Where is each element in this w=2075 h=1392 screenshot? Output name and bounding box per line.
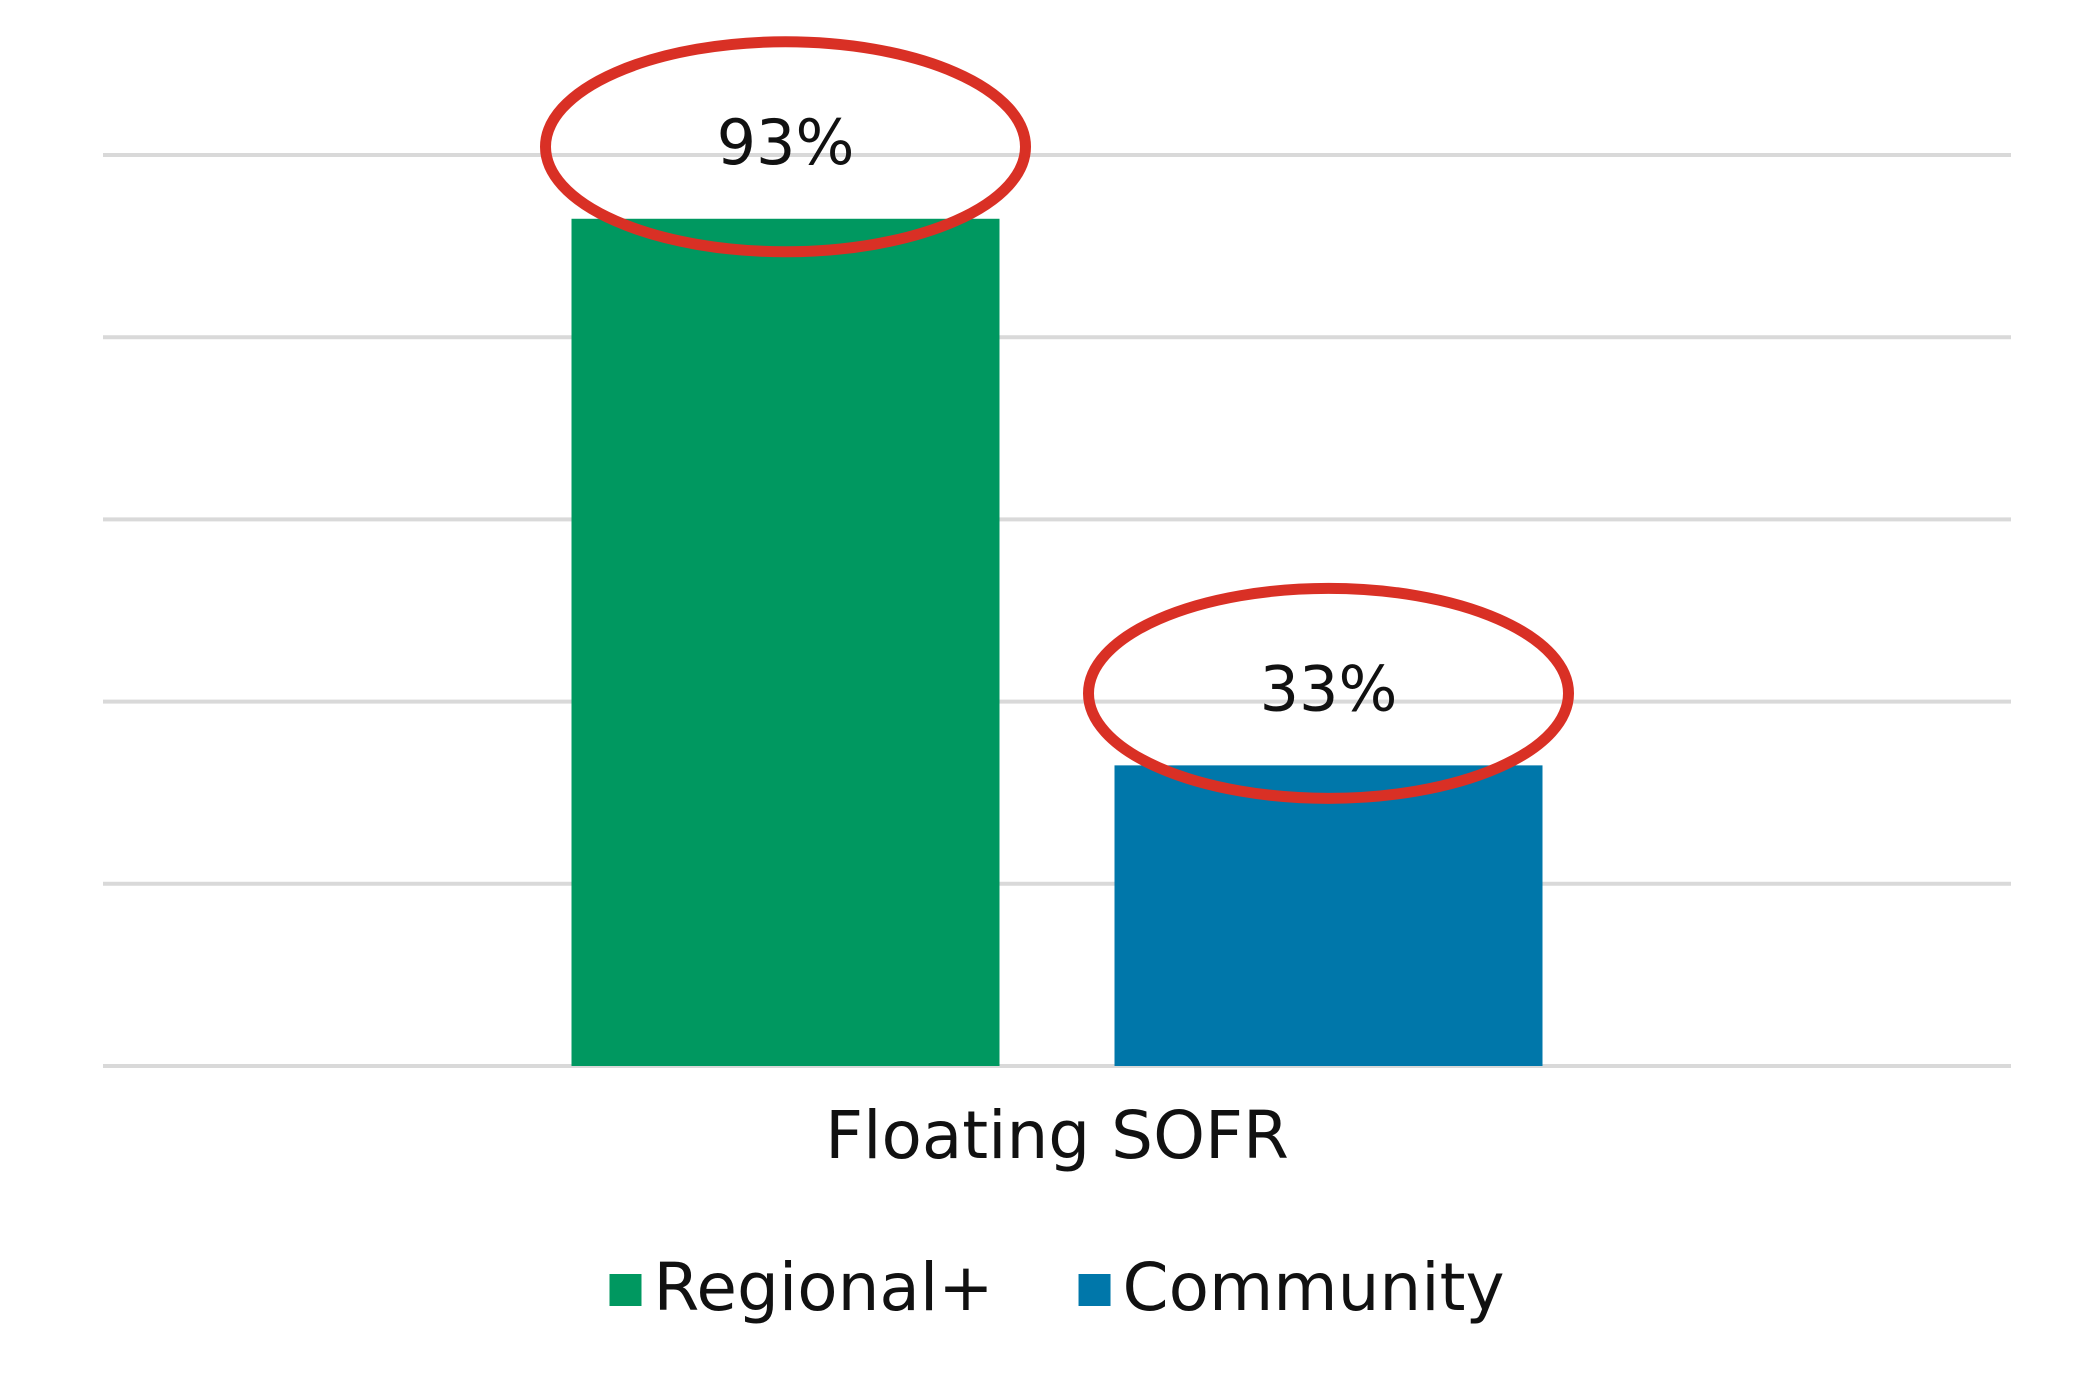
x-tick-label: Floating SOFR [825, 1097, 1289, 1174]
legend-swatch [1078, 1274, 1111, 1306]
highlight-ellipse [1083, 582, 1574, 804]
legend-label: Community [1123, 1249, 1505, 1326]
data-label: 93% [717, 106, 855, 179]
bar [1114, 765, 1543, 1066]
highlight-ellipse [540, 36, 1031, 258]
data-label: 33% [1260, 652, 1398, 725]
legend-swatch [609, 1274, 642, 1306]
legend: Regional+ Community [609, 1249, 1505, 1326]
bar [571, 218, 1000, 1066]
legend-label: Regional+ [653, 1249, 993, 1326]
